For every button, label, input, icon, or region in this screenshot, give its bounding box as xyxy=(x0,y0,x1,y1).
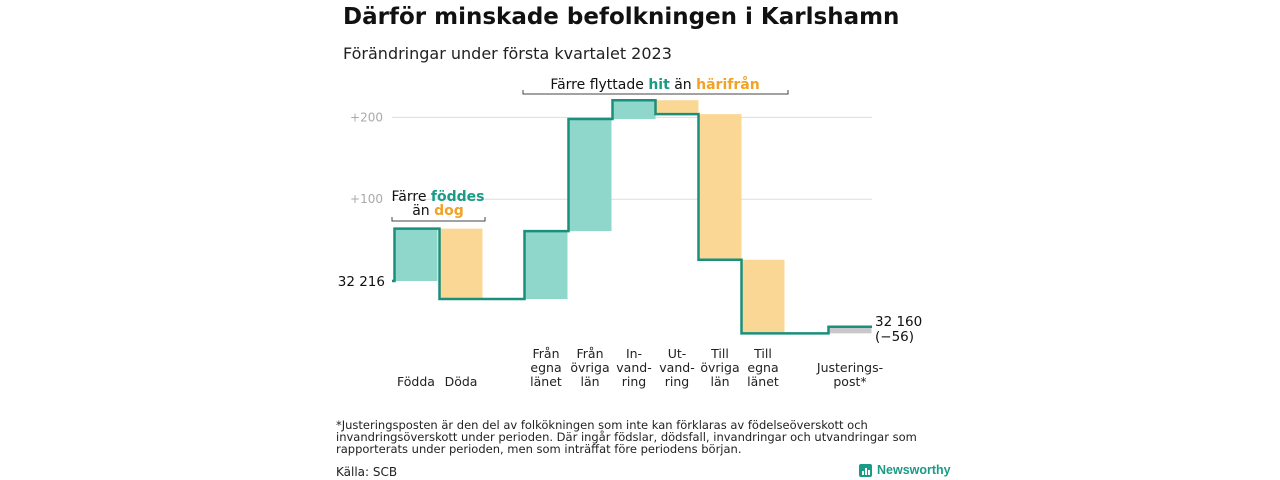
bar-1 xyxy=(439,228,483,299)
bar-2 xyxy=(524,231,568,299)
bar-4 xyxy=(612,100,656,120)
bar-7 xyxy=(741,259,785,334)
migration-annotation-bracket xyxy=(522,90,789,95)
category-label-5: Ut-vand-ring xyxy=(659,346,694,389)
bar-3 xyxy=(568,119,612,232)
bar-5 xyxy=(655,100,699,115)
chart-subtitle: Förändringar under första kvartalet 2023 xyxy=(343,44,672,63)
births-annotation-line1: Färre föddes xyxy=(392,189,485,205)
category-label-7: Till egna länet xyxy=(747,346,779,389)
category-label-0: Födda xyxy=(397,374,435,389)
category-label-1: Döda xyxy=(445,374,478,389)
bar-chart-icon xyxy=(859,463,872,477)
bar-8 xyxy=(828,326,872,334)
births-annotation-bracket xyxy=(391,217,486,222)
births-annotation-line2: än dog xyxy=(412,203,464,219)
chart-title: Därför minskade befolkningen i Karlshamn xyxy=(343,4,900,30)
end-value-label: 32 160 xyxy=(875,314,922,330)
bar-6 xyxy=(698,114,742,260)
y-tick-label-1: +200 xyxy=(350,110,383,124)
source-label: Källa: SCB xyxy=(336,465,398,479)
end-change-label: (−56) xyxy=(875,329,914,345)
cumulative-line xyxy=(392,98,872,335)
category-label-4: In-vand-ring xyxy=(616,346,651,389)
category-label-6: Till övriga län xyxy=(700,346,739,389)
y-tick-label-0: +100 xyxy=(350,192,383,206)
start-value-label: 32 216 xyxy=(338,274,385,290)
category-label-2: Från egna länet xyxy=(530,346,562,389)
category-label-3: Från övriga län xyxy=(570,346,609,389)
footnote: *Justeringsposten är den del av folkökni… xyxy=(336,418,917,456)
brand-name: Newsworthy xyxy=(877,463,951,477)
category-label-8: Justerings-post* xyxy=(816,360,883,389)
brand-logo: Newsworthy xyxy=(859,463,951,477)
bar-0 xyxy=(394,228,438,281)
migration-annotation: Färre flyttade hit än härifrån xyxy=(550,76,759,93)
